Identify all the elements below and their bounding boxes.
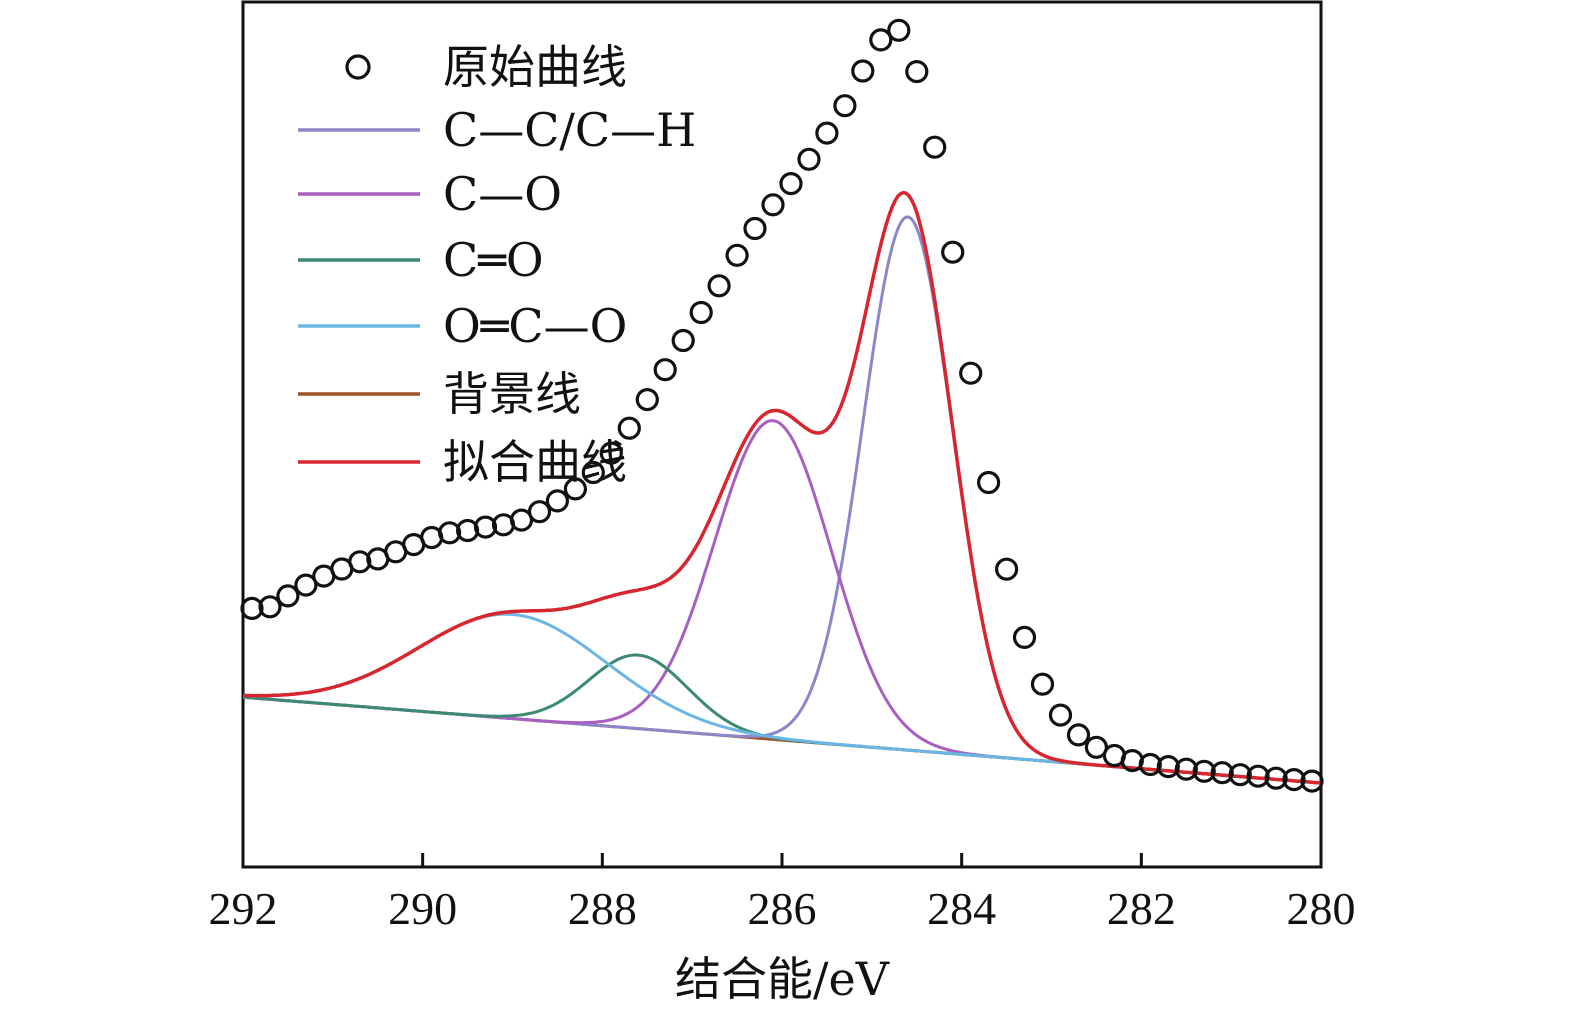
data-point xyxy=(671,328,695,353)
data-point xyxy=(1048,703,1073,727)
data-point xyxy=(545,489,570,513)
data-point xyxy=(941,240,965,264)
legend-label: O═C—O xyxy=(443,299,627,353)
legend-label: C—C/C—H xyxy=(443,103,696,157)
data-point xyxy=(438,521,462,545)
data-point xyxy=(1138,752,1162,777)
legend-marker xyxy=(345,54,371,80)
curve-layer xyxy=(242,190,1322,785)
data-point xyxy=(1264,766,1288,790)
data-point xyxy=(276,584,300,608)
x-tick-label: 290 xyxy=(388,883,457,934)
fit-curve xyxy=(242,190,1322,785)
data-point xyxy=(1156,754,1180,779)
data-point xyxy=(1246,764,1270,788)
data-points-layer xyxy=(240,18,1324,793)
data-point xyxy=(743,216,767,241)
data-point xyxy=(976,470,1001,495)
legend-label: C—O xyxy=(443,167,562,221)
x-tick-label: 286 xyxy=(748,883,817,934)
data-point xyxy=(599,441,623,465)
x-tick-label: 284 xyxy=(927,883,996,934)
data-point xyxy=(761,193,785,217)
data-point xyxy=(923,135,947,159)
component-curve-0 xyxy=(242,215,1322,785)
data-point xyxy=(1030,672,1055,696)
data-point xyxy=(833,94,857,118)
data-point xyxy=(959,361,983,385)
data-point xyxy=(1228,763,1252,787)
data-point xyxy=(869,28,893,52)
data-point xyxy=(1192,759,1216,783)
data-point xyxy=(581,460,605,485)
legend-label: 背景线 xyxy=(443,367,581,421)
data-point xyxy=(527,500,552,524)
data-point xyxy=(1174,757,1198,781)
data-point xyxy=(689,300,713,325)
data-point xyxy=(779,172,803,196)
data-point xyxy=(1300,769,1324,793)
data-point xyxy=(1210,761,1234,785)
x-tick-label: 292 xyxy=(209,883,278,934)
x-tick-label: 288 xyxy=(568,883,637,934)
data-point xyxy=(797,147,821,171)
x-axis-title: 结合能/eV xyxy=(675,952,890,1006)
legend-label: 原始曲线 xyxy=(443,40,627,94)
data-point xyxy=(240,596,264,621)
data-point xyxy=(725,243,749,267)
data-point xyxy=(653,358,677,382)
data-point xyxy=(617,416,641,440)
data-point xyxy=(815,121,839,145)
data-point xyxy=(707,274,731,298)
data-point xyxy=(563,477,588,501)
x-tick-label: 280 xyxy=(1287,883,1356,934)
data-point xyxy=(1012,625,1037,650)
data-point xyxy=(635,388,659,412)
data-point xyxy=(1282,767,1306,792)
data-point xyxy=(258,595,282,619)
data-point xyxy=(294,573,318,597)
legend-label: 拟合曲线 xyxy=(443,435,627,489)
x-axis-ticks: 292 290 288 286 284 282 280 xyxy=(209,853,1356,934)
data-point xyxy=(994,557,1019,581)
legend-label: C═O xyxy=(443,233,544,287)
data-point xyxy=(851,59,875,83)
data-point xyxy=(905,59,929,84)
data-point xyxy=(1066,723,1091,747)
data-point xyxy=(473,515,498,539)
x-tick-label: 282 xyxy=(1107,883,1176,934)
data-point xyxy=(887,18,911,42)
